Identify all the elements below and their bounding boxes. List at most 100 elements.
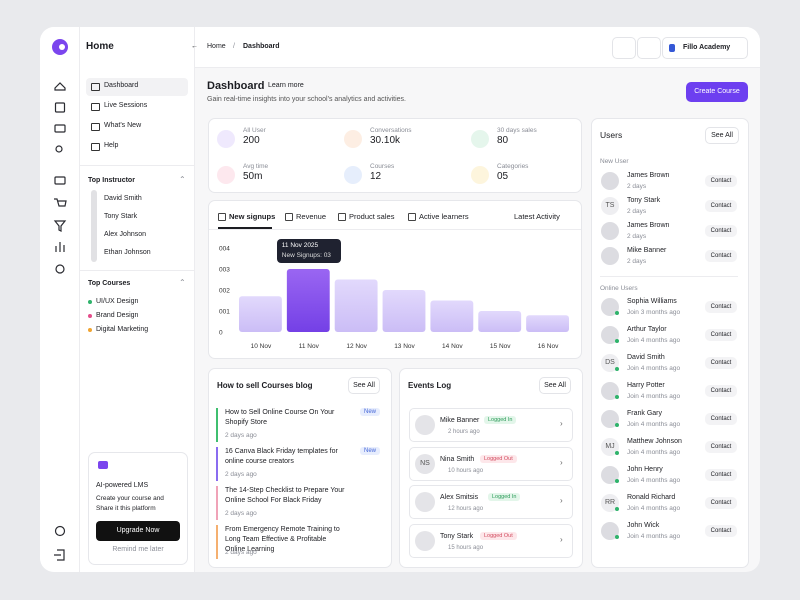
- blog-item-title[interactable]: From Emergency Remote Training to Long T…: [225, 526, 340, 553]
- nav-item[interactable]: What's New: [104, 122, 142, 129]
- stat-icon: [217, 166, 235, 184]
- stat-label: Conversations: [370, 127, 412, 134]
- event-item[interactable]: NS Nina Smith Logged Out 10 hours ago ›: [409, 446, 573, 481]
- bar: [526, 315, 569, 332]
- nav-icon: [91, 83, 100, 91]
- breadcrumb-home[interactable]: Home: [207, 43, 226, 50]
- account-menu[interactable]: Fillo Academy: [662, 37, 748, 59]
- event-item[interactable]: Tony Stark Logged Out 15 hours ago ›: [409, 523, 573, 558]
- stat-icon: [344, 166, 362, 184]
- contact-button[interactable]: Contact: [705, 301, 737, 313]
- event-status: Logged Out: [480, 531, 517, 540]
- event-time: 10 hours ago: [448, 467, 484, 474]
- divider: [80, 270, 194, 271]
- bar: [239, 296, 282, 332]
- stat-icon: [471, 130, 489, 148]
- contact-button[interactable]: Contact: [705, 385, 737, 397]
- chart-tab[interactable]: Revenue: [296, 212, 327, 221]
- contact-button[interactable]: Contact: [705, 525, 737, 537]
- x-tick-label: 14 Nov: [442, 343, 463, 350]
- latest-activity[interactable]: Latest Activity: [514, 212, 560, 221]
- avatar: [601, 466, 619, 484]
- chevron[interactable]: ⌃: [179, 175, 186, 184]
- nav-item[interactable]: Help: [104, 142, 119, 149]
- upgrade-button[interactable]: Upgrade Now: [96, 521, 180, 541]
- blog-item-title[interactable]: The 14-Step Checklist to Prepare Your On…: [225, 487, 345, 504]
- chart-tab[interactable]: Active learners: [419, 212, 469, 221]
- see-all[interactable]: See All: [705, 127, 739, 144]
- chevron[interactable]: ⌃: [179, 278, 186, 287]
- blog-accent: [216, 486, 218, 520]
- book-icon[interactable]: [54, 102, 66, 113]
- divider: [600, 276, 738, 277]
- course[interactable]: Brand Design: [96, 312, 139, 319]
- event-status: Logged In: [484, 416, 517, 424]
- blog-card: [208, 368, 392, 568]
- event-item[interactable]: Alex Smitsis Logged In 12 hours ago ›: [409, 485, 573, 519]
- filter-icon[interactable]: [53, 220, 67, 232]
- nav-item[interactable]: Dashboard: [104, 82, 139, 89]
- logout-icon[interactable]: [54, 549, 65, 561]
- stat-icon: [344, 130, 362, 148]
- event-status: Logged Out: [480, 454, 517, 463]
- help-icon[interactable]: [54, 525, 66, 537]
- divider: [80, 165, 194, 166]
- rail-icons: [52, 39, 68, 561]
- event-item[interactable]: Mike Banner Logged In 2 hours ago ›: [409, 408, 573, 442]
- course[interactable]: UI/UX Design: [96, 298, 139, 305]
- course[interactable]: Digital Marketing: [96, 326, 149, 333]
- blog-item-time: 2 days ago: [225, 471, 257, 478]
- mail-icon[interactable]: [54, 176, 66, 185]
- contact-button[interactable]: Contact: [705, 250, 737, 262]
- contact-button[interactable]: Contact: [705, 329, 737, 341]
- blog-item-title[interactable]: How to Sell Online Course On Your Shopif…: [225, 409, 335, 426]
- instructor[interactable]: David Smith: [104, 195, 142, 202]
- learn-more[interactable]: Learn more: [268, 82, 304, 89]
- instructor[interactable]: Alex Johnson: [104, 231, 147, 238]
- avatar: [415, 415, 435, 435]
- page-title: Dashboard: [207, 80, 265, 92]
- avatar: MJ: [601, 438, 619, 456]
- chart-tab[interactable]: Product sales: [349, 212, 395, 221]
- cart-icon[interactable]: [54, 198, 67, 207]
- contact-button[interactable]: Contact: [705, 225, 737, 237]
- contact-button[interactable]: Contact: [705, 441, 737, 453]
- contact-button[interactable]: Contact: [705, 357, 737, 369]
- event-time: 2 hours ago: [448, 429, 480, 435]
- collapse-arrow[interactable]: ←: [191, 43, 198, 50]
- online-dot: [615, 535, 619, 539]
- chart-icon[interactable]: [55, 242, 65, 252]
- monitor-icon[interactable]: [54, 124, 66, 133]
- contact-button[interactable]: Contact: [705, 497, 737, 509]
- chevron: ›: [560, 534, 563, 544]
- nav-item[interactable]: Live Sessions: [104, 102, 148, 109]
- crown-icon: [98, 461, 108, 469]
- search-button[interactable]: [612, 37, 636, 59]
- settings-icon[interactable]: [55, 264, 65, 274]
- instructor[interactable]: Ethan Johnson: [104, 249, 151, 256]
- instructor[interactable]: Tony Stark: [104, 213, 138, 220]
- avatar: [601, 326, 619, 344]
- tooltip: 11 Nov 2025 New Signups: 03: [276, 239, 341, 263]
- contact-button[interactable]: Contact: [705, 175, 737, 187]
- contact-button[interactable]: Contact: [705, 413, 737, 425]
- contact-button[interactable]: Contact: [705, 200, 737, 212]
- blog-item-time: 2 days ago: [225, 432, 257, 439]
- avatar: [601, 172, 619, 190]
- contact-button[interactable]: Contact: [705, 469, 737, 481]
- avatar: [601, 382, 619, 400]
- blog-item-title[interactable]: 16 Canva Black Friday templates for onli…: [225, 448, 338, 465]
- blog-item-time: 2 days ago: [225, 510, 257, 517]
- remind-link[interactable]: Remind me later: [112, 546, 164, 553]
- chart-tab[interactable]: New signups: [229, 212, 276, 221]
- user-name: John Wick: [627, 522, 660, 529]
- notification-button[interactable]: [637, 37, 661, 59]
- see-all[interactable]: See All: [539, 377, 571, 394]
- x-tick-label: 10 Nov: [251, 343, 272, 350]
- users-icon[interactable]: [55, 145, 63, 153]
- home-icon[interactable]: [54, 82, 66, 91]
- create-course-button[interactable]: Create Course: [686, 82, 748, 102]
- user-name: Arthur Taylor: [627, 326, 667, 333]
- stat-label: 30 days sales: [497, 127, 537, 134]
- see-all[interactable]: See All: [348, 377, 380, 394]
